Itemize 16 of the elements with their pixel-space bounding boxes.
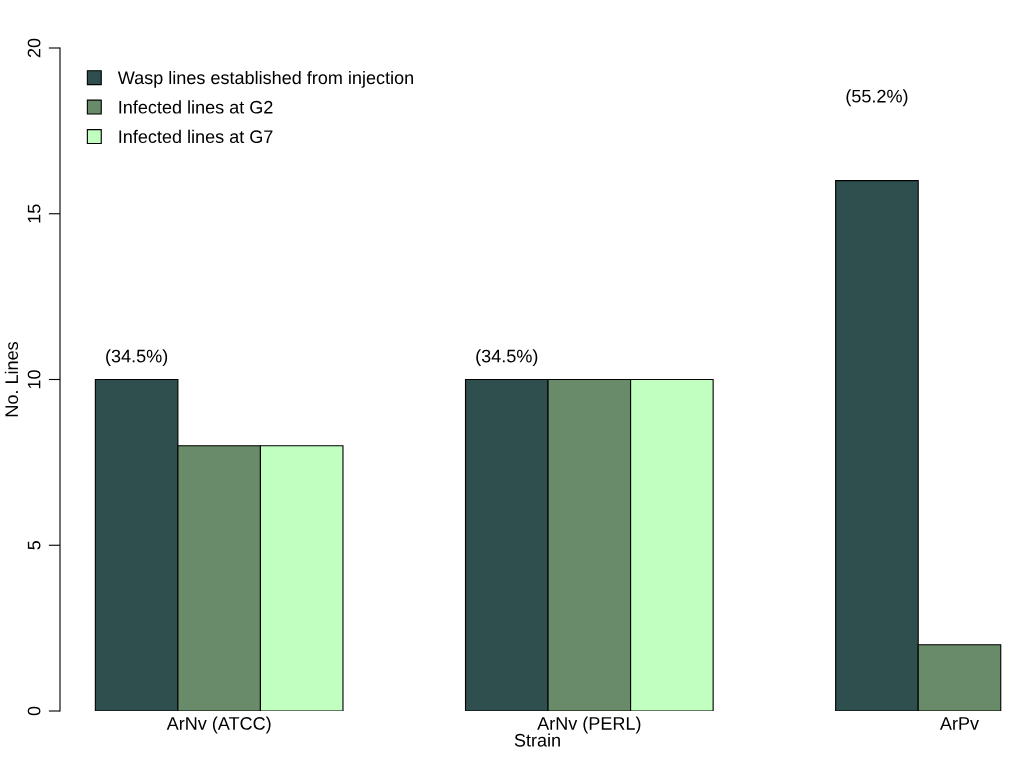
annotation: (34.5%) [476, 349, 538, 367]
y-axis-title: No. Lines [4, 342, 19, 417]
x-axis-title: Strain [514, 733, 560, 747]
legend-label: Infected lines at G2 [119, 100, 273, 114]
y-tick-label: 10 [27, 370, 41, 389]
legend-label: Infected lines at G7 [119, 129, 273, 144]
y-tick-label: 15 [27, 204, 41, 223]
x-tick-label: ArNv (PERL) [537, 716, 641, 734]
y-tick-label: 5 [27, 540, 41, 550]
x-tick-label: ArNv (ATCC) [166, 716, 271, 734]
x-tick-label: ArPv [939, 717, 979, 730]
y-tick-label: 20 [27, 38, 41, 58]
annotation: (34.5%) [106, 349, 168, 367]
legend-label: Wasp lines established from injection [117, 70, 413, 88]
annotation: (55.2%) [846, 89, 908, 107]
y-tick-label: 0 [27, 706, 41, 716]
